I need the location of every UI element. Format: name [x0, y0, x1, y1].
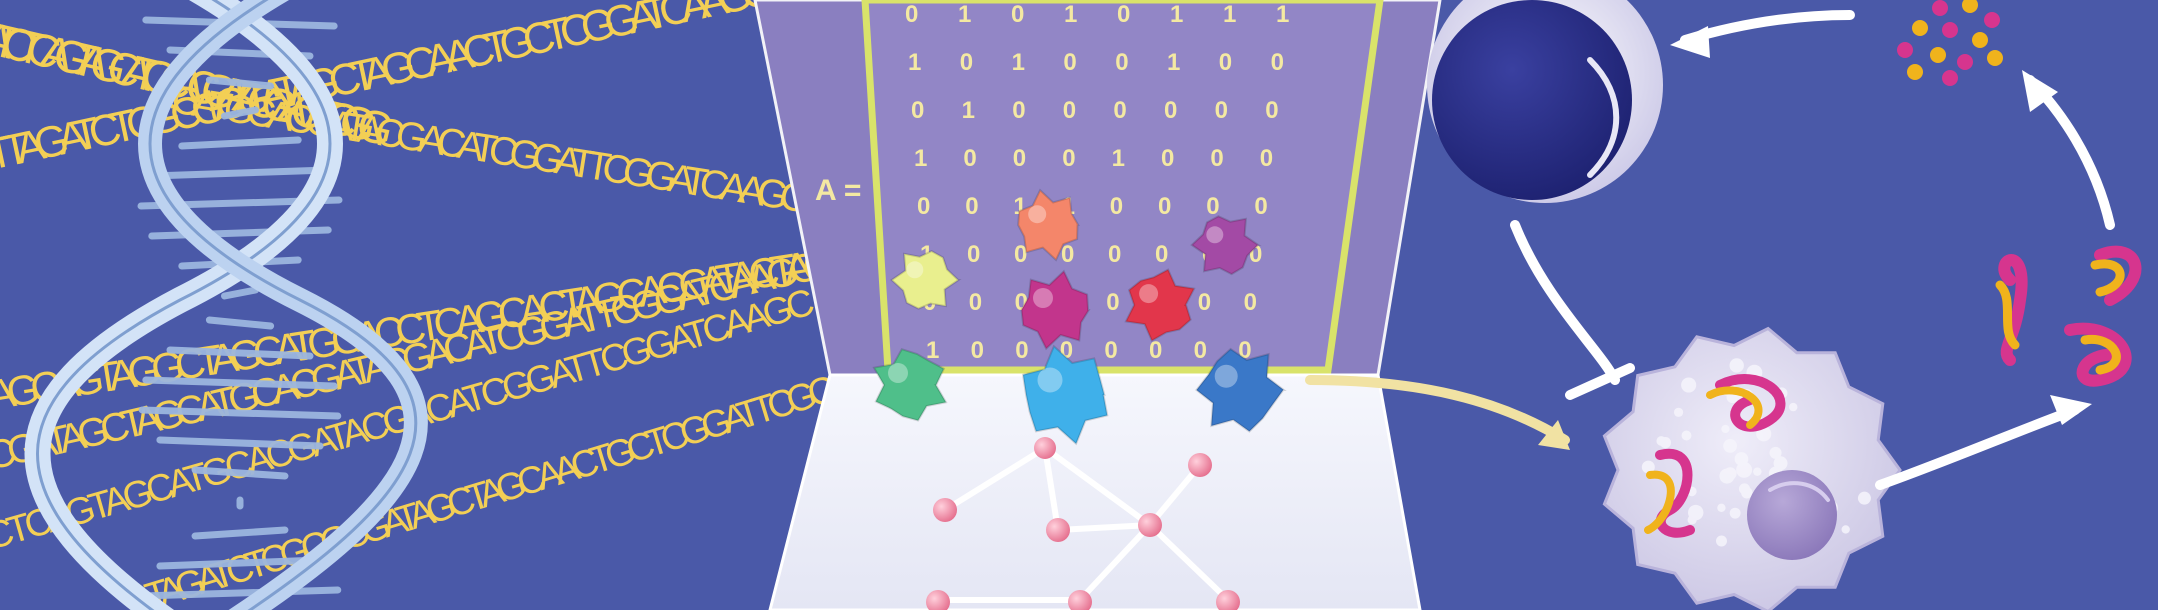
matrix-digit: 0: [1155, 241, 1168, 268]
matrix-digit: 0: [1063, 49, 1076, 76]
matrix-digit: 0: [1113, 97, 1126, 124]
matrix-digit: 0: [1210, 145, 1223, 172]
matrix-digit: 0: [967, 241, 980, 268]
matrix-digit: 0: [1260, 145, 1273, 172]
matrix-digit: 0: [1115, 49, 1128, 76]
matrix-digit: 0: [1149, 337, 1162, 364]
peptides-icon: [2000, 252, 2135, 381]
matrix-digit: 0: [1219, 49, 1232, 76]
matrix-digit: 1: [958, 1, 971, 28]
matrix-digit: 1: [1112, 145, 1125, 172]
matrix-digit: 0: [960, 49, 973, 76]
matrix-digit: 0: [1015, 337, 1028, 364]
molecule-dot: [1972, 32, 1988, 48]
matrix-digit: 0: [1117, 1, 1130, 28]
matrix-digit: 0: [1062, 145, 1075, 172]
matrix-digit: 0: [1194, 337, 1207, 364]
inhibition-arrow-icon: [1515, 225, 1630, 395]
molecule-dot: [1942, 22, 1958, 38]
matrix-digit: 0: [1104, 337, 1117, 364]
matrix-digit: 0: [971, 337, 984, 364]
sequence-text-group: ATCTCAGTAGCATGCACGATACGACATCGG TTAGATCTC…: [0, 0, 898, 610]
matrix-label: A =: [815, 174, 861, 207]
immune-cell-icon: [1427, 0, 1663, 203]
matrix-digit: 0: [1106, 289, 1119, 316]
matrix-digit: 1: [1276, 1, 1289, 28]
matrix-digit: 0: [1011, 1, 1024, 28]
matrix-digit: 1: [962, 97, 975, 124]
molecule-dot: [1987, 50, 2003, 66]
matrix-digit: 0: [1265, 97, 1278, 124]
matrix-digit: 0: [1215, 97, 1228, 124]
matrix-digit: 0: [905, 1, 918, 28]
matrix-digit: 1: [1167, 49, 1180, 76]
matrix-digit: 0: [1244, 289, 1257, 316]
molecule-dot: [1912, 20, 1928, 36]
adjacency-matrix-panel: A = 010101111010010001000000100010000011…: [755, 0, 1440, 375]
molecule-dot: [1932, 0, 1948, 16]
matrix-digit: 0: [911, 97, 924, 124]
matrix-digit: 0: [1164, 97, 1177, 124]
matrix-digit: 1: [914, 145, 927, 172]
matrix-digit: 0: [1158, 193, 1171, 220]
matrix-digit: 0: [969, 289, 982, 316]
matrix-digit: 0: [1012, 97, 1025, 124]
molecule-dot: [1957, 54, 1973, 70]
matrix-digit: 0: [917, 193, 930, 220]
molecule-dot: [1907, 64, 1923, 80]
matrix-digit: 0: [1271, 49, 1284, 76]
matrix-digit: 0: [1063, 97, 1076, 124]
matrix-digit: 1: [1170, 1, 1183, 28]
matrix-digit: 0: [963, 145, 976, 172]
matrix-digit: 1: [1223, 1, 1236, 28]
matrix-digit: 0: [1110, 193, 1123, 220]
apoptotic-cell-icon: [1604, 329, 1900, 610]
molecule-dot: [1942, 70, 1958, 86]
matrix-digit: 0: [965, 193, 978, 220]
molecule-dot: [1897, 42, 1913, 58]
matrix-digit: 0: [1013, 145, 1026, 172]
molecule-dot: [1984, 12, 2000, 28]
matrix-digit: 0: [1254, 193, 1267, 220]
matrix-digit: 1: [1012, 49, 1025, 76]
molecule-dot: [1930, 47, 1946, 63]
matrix-digit: 0: [1161, 145, 1174, 172]
matrix-digit: 0: [1108, 241, 1121, 268]
matrix-digit: 0: [1198, 289, 1211, 316]
molecules-icon: [1897, 0, 2003, 86]
matrix-digit: 1: [908, 49, 921, 76]
molecule-dot: [1962, 0, 1978, 13]
matrix-digit: 1: [1064, 1, 1077, 28]
